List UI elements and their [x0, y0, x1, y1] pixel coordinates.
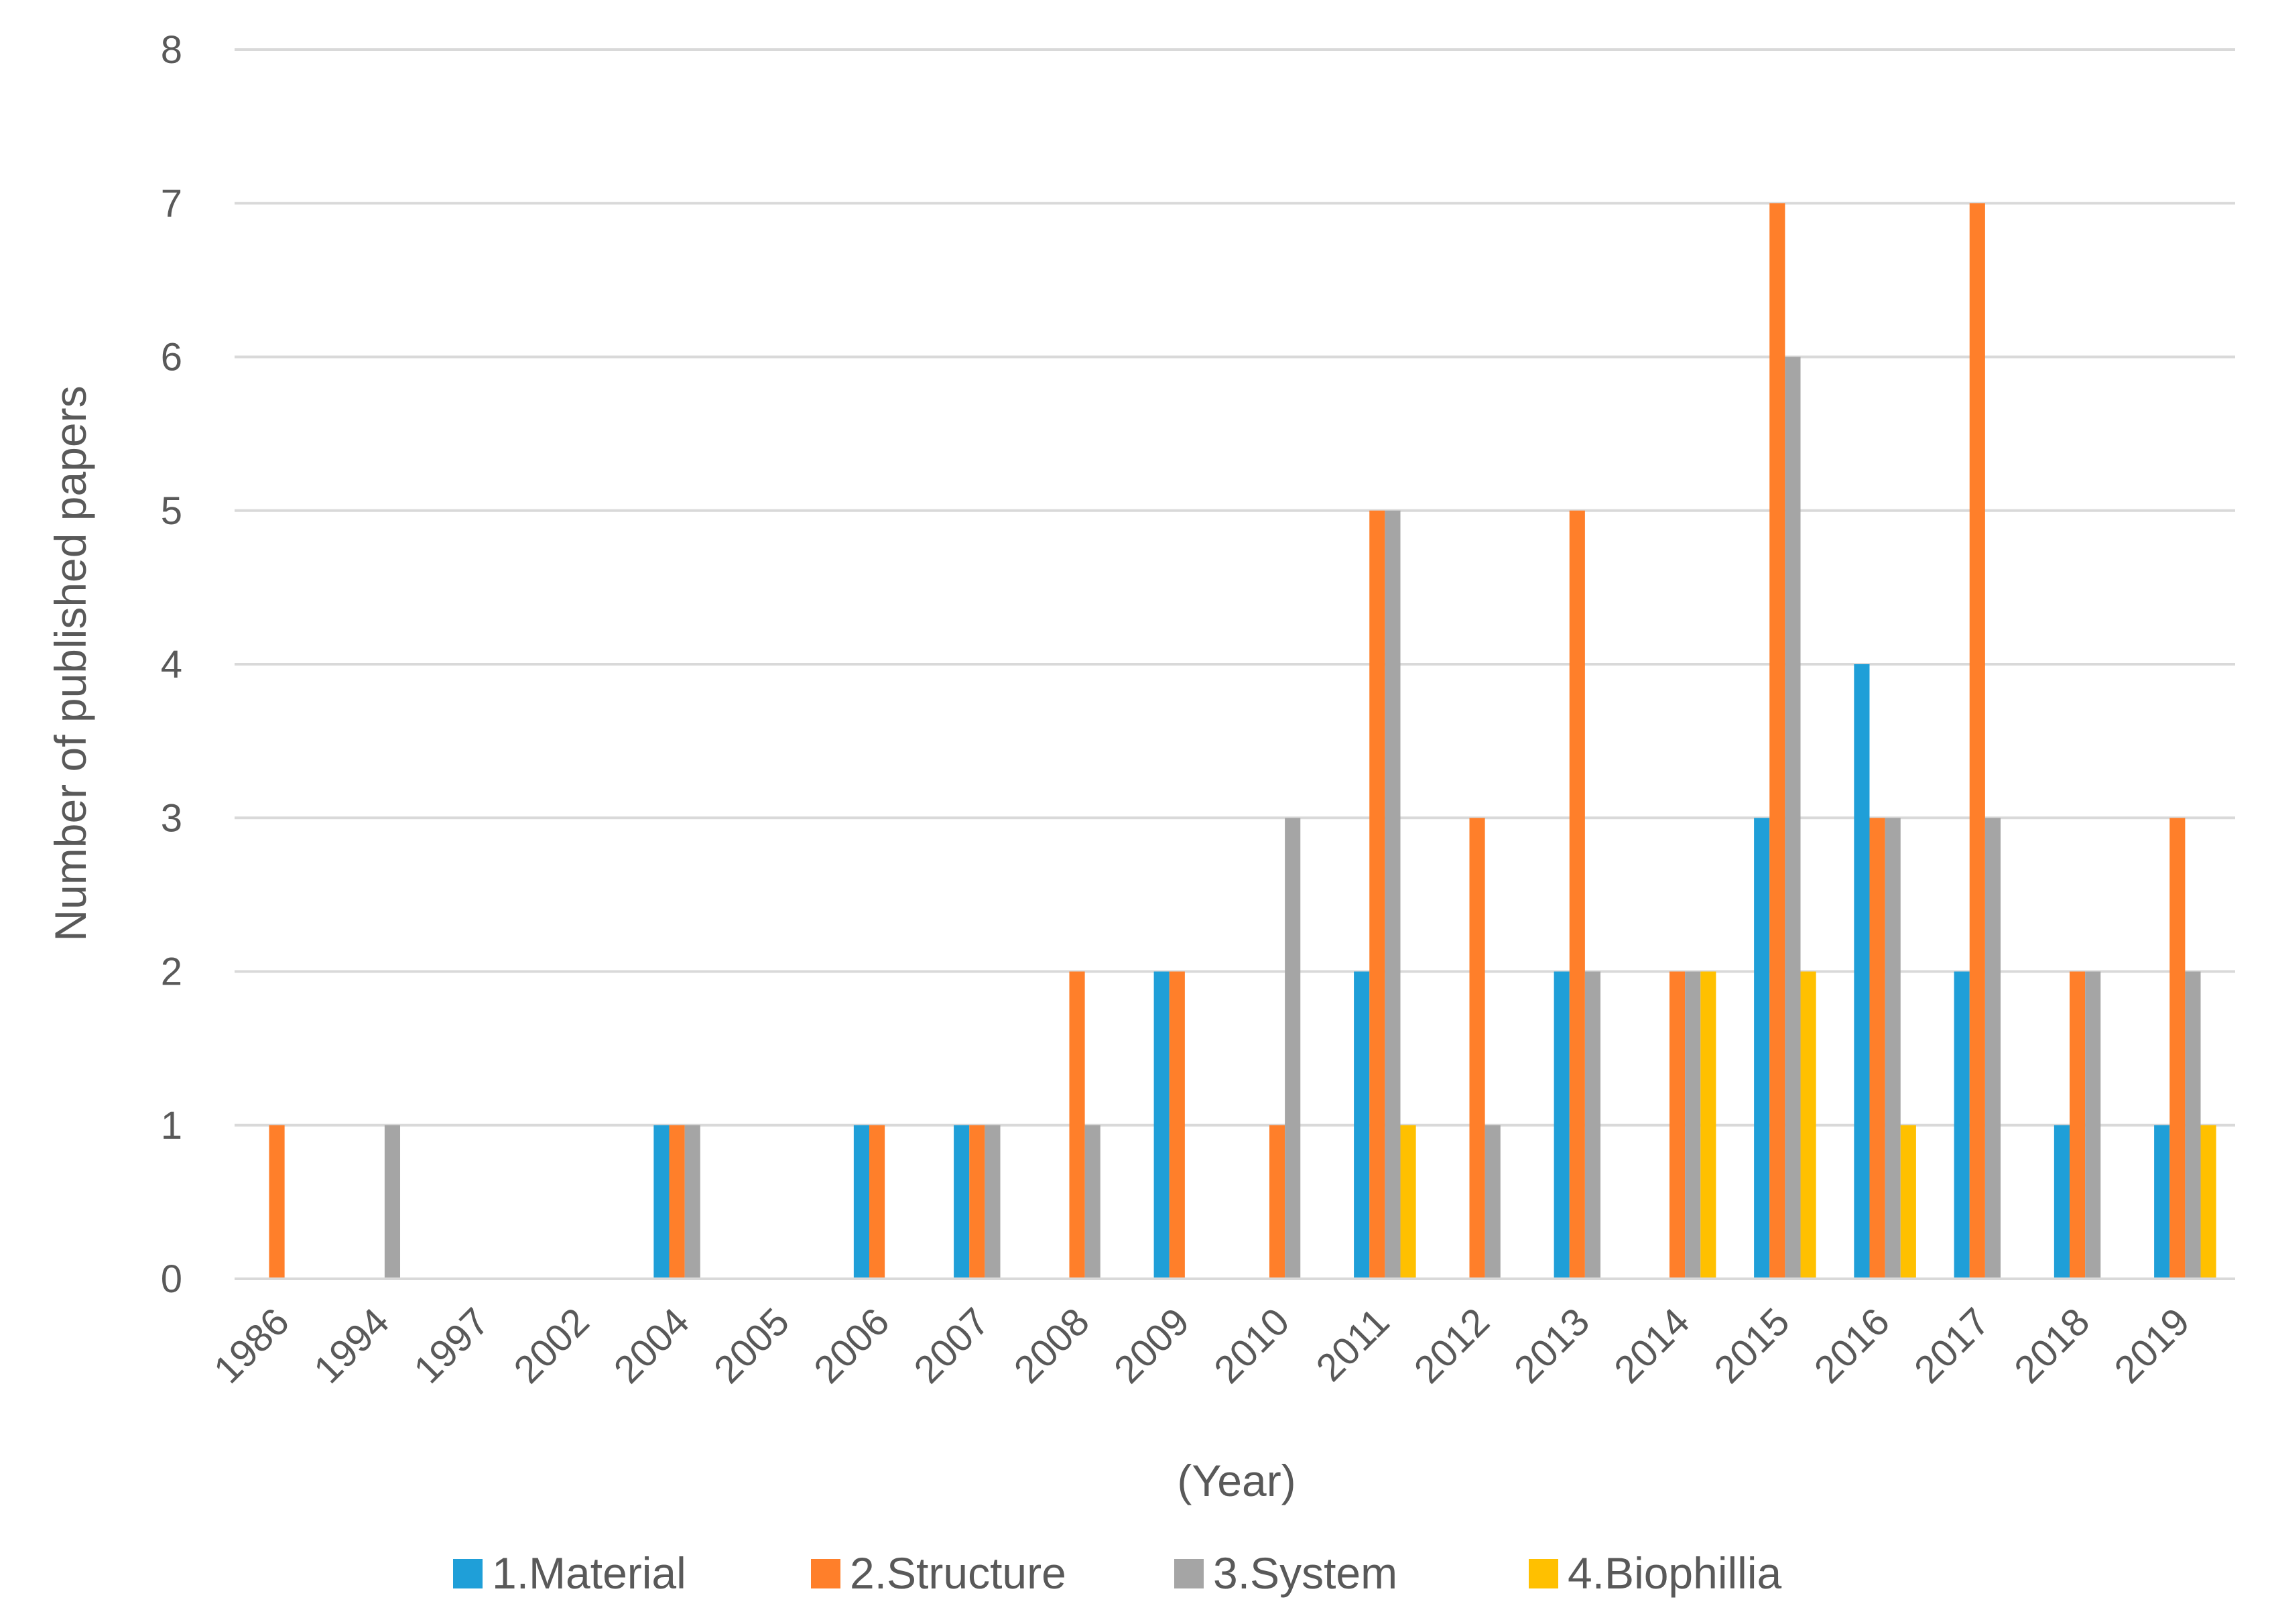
bar-2012-system	[1485, 1125, 1501, 1279]
bar-2016-biophillia	[1900, 1125, 1916, 1279]
bar-2010-system	[1285, 818, 1301, 1279]
y-tick-label: 7	[161, 182, 182, 225]
bar-2009-material	[1153, 971, 1170, 1279]
bar-2012-structure	[1469, 818, 1485, 1279]
legend-label-3: 3.System	[1213, 1548, 1397, 1598]
y-tick-label: 0	[161, 1257, 182, 1301]
legend-label-4: 4.Biophillia	[1568, 1548, 1781, 1598]
bar-2015-material	[1754, 818, 1770, 1279]
bar-2011-material	[1354, 971, 1370, 1279]
bar-2015-system	[1785, 357, 1801, 1279]
bar-2014-system	[1685, 971, 1701, 1279]
y-tick-label: 1	[161, 1104, 182, 1147]
bar-2016-structure	[1869, 818, 1885, 1279]
legend: 1.Material 2.Structure 3.System 4.Biophilli…	[453, 1548, 1781, 1598]
bar-2011-structure	[1369, 510, 1385, 1279]
bar-2015-structure	[1769, 203, 1785, 1279]
bar-2007-system	[985, 1125, 1001, 1279]
legend-swatch-3	[1174, 1559, 1204, 1588]
bar-2018-material	[2054, 1125, 2070, 1279]
bar-1994-system	[384, 1125, 401, 1279]
bar-2006-structure	[869, 1125, 885, 1279]
bar-2016-system	[1885, 818, 1901, 1279]
bar-2013-system	[1584, 971, 1601, 1279]
bar-2015-biophillia	[1800, 971, 1816, 1279]
gridlines	[235, 48, 2235, 1127]
y-tick-label: 4	[161, 643, 182, 686]
bar-2019-structure	[2169, 818, 2186, 1279]
legend-label-2: 2.Structure	[850, 1548, 1066, 1598]
bar-2019-system	[2185, 971, 2201, 1279]
legend-swatch-2	[811, 1559, 840, 1588]
bar-1986-structure	[269, 1125, 285, 1279]
legend-label-1: 1.Material	[492, 1548, 686, 1598]
bars	[269, 203, 2216, 1279]
bar-2011-biophillia	[1400, 1125, 1416, 1279]
bar-2017-system	[1984, 818, 2001, 1279]
bar-2004-structure	[669, 1125, 685, 1279]
y-tick-label: 5	[161, 489, 182, 533]
bar-2019-material	[2154, 1125, 2170, 1279]
bar-2010-structure	[1269, 1125, 1285, 1279]
bar-2011-system	[1385, 510, 1401, 1279]
bar-2014-biophillia	[1700, 971, 1716, 1279]
bar-2013-material	[1554, 971, 1570, 1279]
bar-2007-material	[954, 1125, 970, 1279]
y-tick-label: 8	[161, 28, 182, 72]
bar-2006-material	[853, 1125, 869, 1279]
bar-2007-structure	[969, 1125, 985, 1279]
bar-2017-material	[1954, 971, 1970, 1279]
bar-2018-system	[2085, 971, 2101, 1279]
bar-2016-material	[1854, 664, 1870, 1279]
legend-swatch-1	[453, 1559, 483, 1588]
bar-2017-structure	[1969, 203, 1985, 1279]
y-axis-title: Number of published papers	[46, 385, 95, 941]
bar-2008-system	[1084, 1125, 1100, 1279]
bar-2018-structure	[2069, 971, 2086, 1279]
bar-2004-material	[653, 1125, 670, 1279]
bar-2014-structure	[1669, 971, 1686, 1279]
y-tick-label: 6	[161, 336, 182, 379]
y-tick-label: 3	[161, 796, 182, 840]
bar-2008-structure	[1069, 971, 1085, 1279]
bar-2013-structure	[1569, 510, 1585, 1279]
bar-2004-system	[684, 1125, 700, 1279]
y-tick-label: 2	[161, 950, 182, 994]
legend-swatch-4	[1529, 1559, 1558, 1588]
bar-2009-structure	[1169, 971, 1185, 1279]
bar-2019-biophillia	[2200, 1125, 2216, 1279]
x-axis-title: (Year)	[1177, 1456, 1296, 1505]
